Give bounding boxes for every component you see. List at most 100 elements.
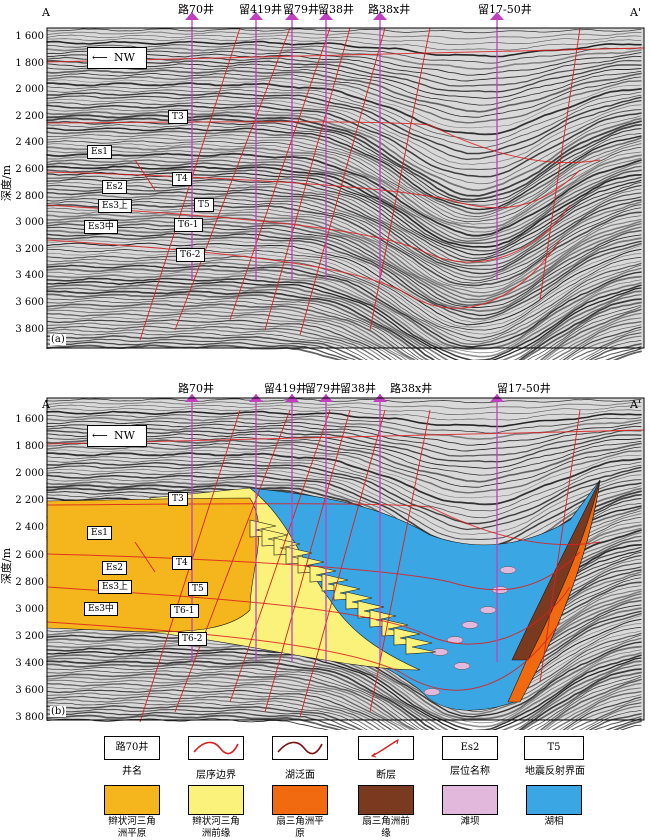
seismic-trace — [46, 459, 642, 519]
fault-line — [134, 159, 156, 191]
y-tick-label: 1 600 — [15, 414, 44, 425]
panel-b-svg — [46, 394, 645, 801]
profile-start-label-a: A — [42, 6, 50, 19]
y-tick-label: 3 600 — [15, 297, 44, 308]
legend-caption-fan-front: 扇三角洲前缘 — [362, 816, 410, 839]
y-tick-label: 3 200 — [15, 630, 44, 642]
well-label-lu70-b: 路70井 — [178, 382, 214, 395]
seismic-trace — [46, 468, 642, 535]
legend-item-sequence-boundary: 层序边界 — [188, 736, 244, 781]
y-tick-label: 2 400 — [15, 522, 44, 534]
y-tick-label: 3 400 — [15, 657, 44, 669]
seismic-trace — [46, 420, 642, 446]
horizon-label-t6-2-b: T6-2 — [178, 632, 207, 646]
seismic-trace — [46, 223, 642, 306]
sequence-boundary-line — [46, 586, 571, 645]
horizon-es1-text: Es1 — [91, 147, 108, 157]
y-tick-label: 2 600 — [15, 164, 44, 175]
seismic-trace — [46, 271, 642, 354]
y-tick-label: 3 000 — [15, 603, 44, 615]
legend-swatch-fan-plain — [272, 785, 328, 815]
seismic-trace — [46, 226, 642, 308]
seismic-trace — [46, 235, 642, 320]
y-tick-label: 2 200 — [15, 110, 44, 122]
seismic-trace — [46, 86, 642, 142]
horizon-label-t3-b: T3 — [168, 492, 188, 506]
seismic-trace — [46, 216, 642, 301]
facies-interfinger — [405, 636, 437, 655]
seismic-trace — [46, 414, 642, 434]
horizon-label-es2-a: Es2 — [102, 180, 127, 194]
horizon-label-t5-a: T5 — [194, 198, 214, 212]
y-tick-label: 2 400 — [15, 137, 44, 149]
legend-sample-seismic-reflector: T5 — [524, 736, 584, 760]
seismic-trace — [46, 663, 642, 747]
horizon-t6-2-text: T6-2 — [182, 634, 203, 644]
seismic-trace — [46, 104, 642, 178]
horizon-es2-text: Es2 — [106, 182, 123, 192]
seismic-trace — [46, 303, 642, 387]
seismic-trace — [46, 471, 642, 541]
y-tick-label: 1 600 — [15, 31, 44, 42]
legend-caption-flooding-surface: 湖泛面 — [285, 770, 315, 781]
seismic-trace — [46, 110, 642, 192]
seismic-trace — [46, 34, 642, 46]
seismic-background-a — [46, 28, 644, 429]
seismic-trace — [46, 197, 642, 282]
y-tick-label: 3 800 — [15, 323, 44, 335]
beach-bar-lens — [453, 662, 471, 670]
seismic-trace — [46, 290, 642, 373]
well-label-liu38-a: 留38井 — [318, 3, 354, 16]
y-tick-label: 3 800 — [15, 712, 44, 724]
seismic-trace — [46, 449, 642, 499]
seismic-trace — [46, 474, 642, 548]
legend-caption-sequence-boundary: 层序边界 — [196, 770, 236, 781]
horizon-label-t4-b: T4 — [172, 556, 192, 570]
horizon-t3-text: T3 — [172, 112, 184, 122]
legend-caption-fault: 断层 — [376, 770, 396, 781]
well-label-lu38x-b: 路38x井 — [390, 382, 433, 395]
seismic-trace — [46, 91, 642, 155]
seismic-trace — [46, 242, 642, 326]
legend-caption-seismic-reflector: 地震反射界面 — [525, 766, 585, 777]
orientation-label-b: NW — [114, 429, 135, 442]
y-tick-label: 2 000 — [15, 84, 44, 96]
legend-swatch-beach-bar — [442, 785, 498, 815]
horizon-es3u-text: Es3上 — [102, 201, 128, 211]
seismic-trace — [46, 465, 642, 531]
seismic-trace — [46, 66, 642, 106]
profile-end-label-a: A' — [630, 6, 641, 19]
panel-b-frame — [46, 397, 645, 721]
legend-item-beach-bar: 滩坝 — [442, 785, 498, 828]
well-label-liu17-50-b: 留17-50井 — [497, 382, 551, 395]
legend-swatch-lake — [526, 785, 582, 815]
horizon-label-es3u-b: Es3上 — [98, 580, 132, 594]
legend-sample-well-name: 路70井 — [104, 736, 160, 760]
seismic-trace — [46, 184, 642, 267]
horizon-label-es1-a: Es1 — [87, 145, 112, 159]
panel-tag-a: (a) — [50, 334, 66, 345]
well-label-liu419-a: 留419井 — [239, 3, 282, 16]
seismic-trace — [46, 297, 642, 380]
seismic-trace — [46, 178, 642, 262]
well-marker-icon — [319, 12, 333, 20]
legend-caption-lake: 湖相 — [544, 816, 564, 827]
legend-item-fault: 断层 — [358, 736, 414, 781]
legend-item-fan-front: 扇三角洲前缘 — [358, 785, 414, 840]
profile-start-label-b: A — [42, 398, 50, 411]
fan-front-facies — [511, 479, 601, 661]
seismic-trace — [46, 408, 642, 421]
fault-line — [229, 27, 331, 321]
legend-sample-flooding-surface — [272, 736, 328, 760]
well-label-lu70-a: 路70井 — [178, 3, 214, 16]
seismic-trace — [46, 650, 642, 735]
seismic-trace — [46, 156, 642, 240]
y-tick-label: 1 800 — [15, 57, 44, 69]
horizon-label-t6-2-a: T6-2 — [176, 248, 205, 262]
well-label-lu38x-a: 路38x井 — [368, 3, 411, 16]
seismic-trace — [46, 404, 642, 416]
horizon-t4-text: T4 — [176, 558, 188, 568]
seismic-trace — [46, 171, 642, 256]
fault-line — [539, 409, 581, 683]
legend-caption-beach-bar: 滩坝 — [460, 816, 480, 827]
